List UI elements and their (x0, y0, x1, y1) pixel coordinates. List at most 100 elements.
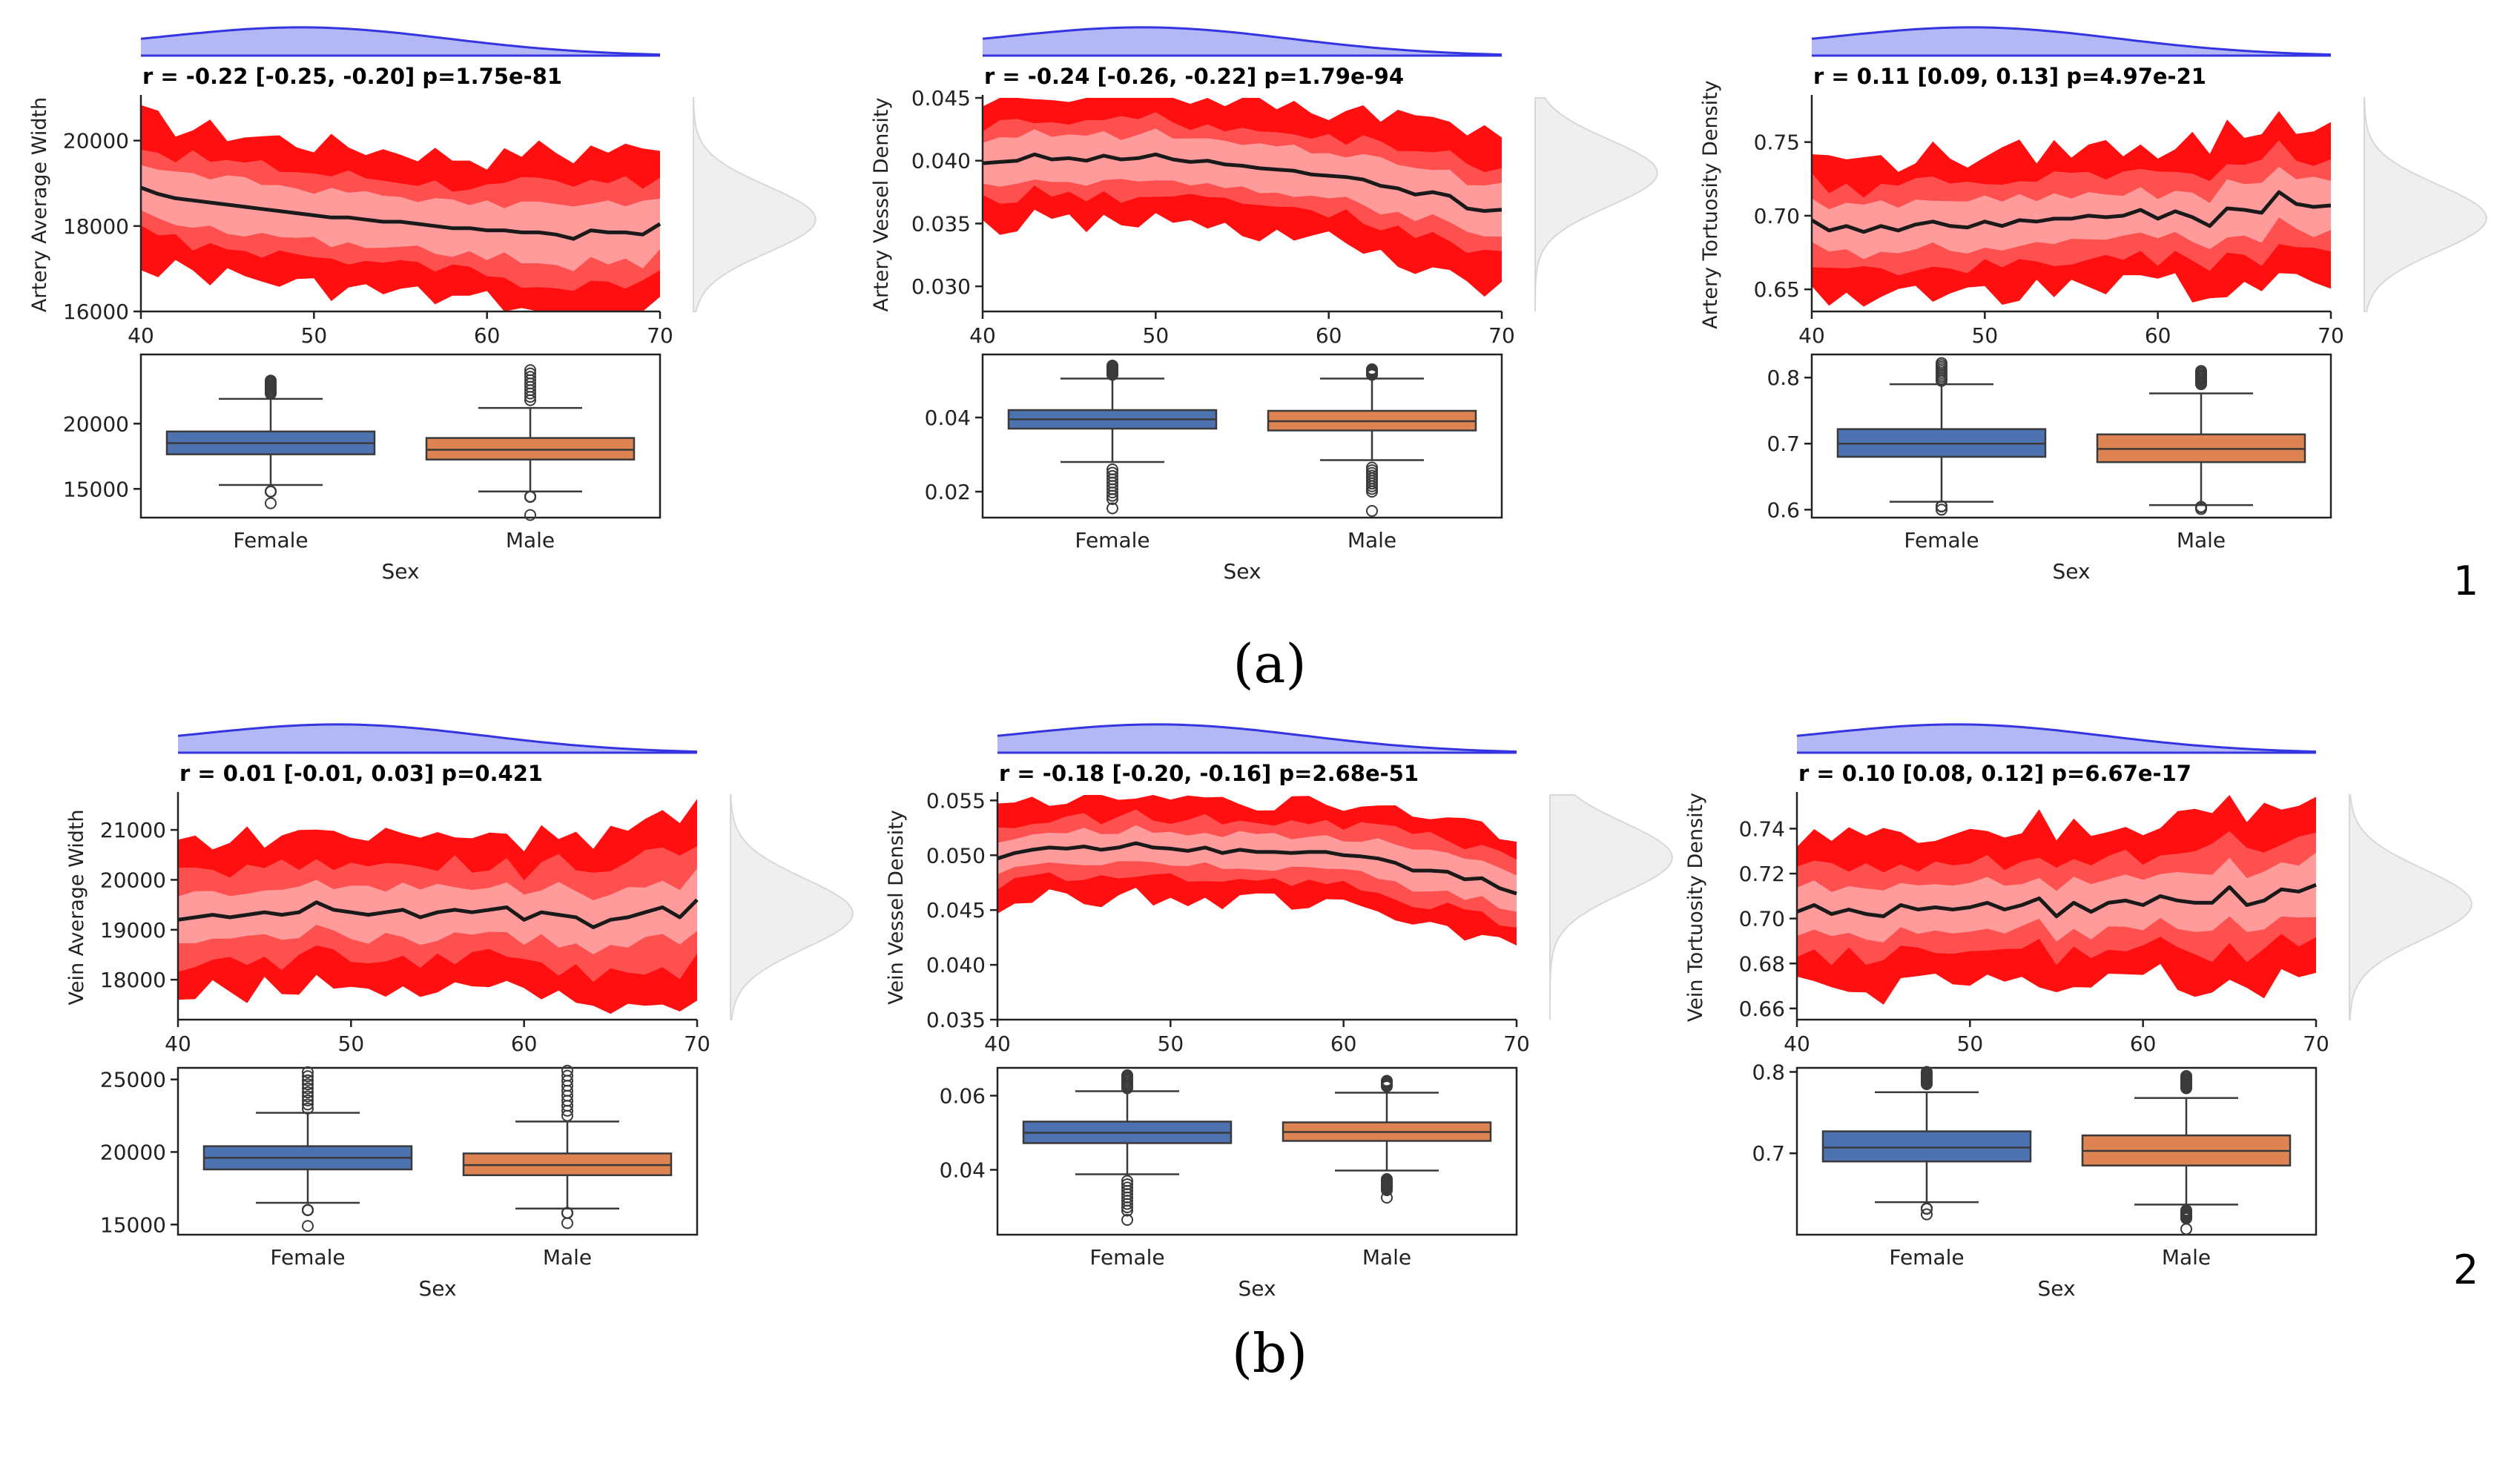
box-male (462, 1064, 673, 1230)
x-tick-label: 70 (1503, 1032, 1530, 1056)
boxplot-frame (1795, 1066, 2318, 1236)
outlier-point (265, 485, 277, 498)
row-number-2: 2 (2453, 1247, 2478, 1293)
outlier-point (302, 1220, 314, 1232)
top-density-line (1811, 26, 2332, 56)
outlier-point (302, 1066, 314, 1078)
chart-title: r = 0.11 [0.09, 0.13] p=4.97e-21 (1813, 64, 2206, 89)
outlier-point (1106, 502, 1118, 515)
top-density-line (140, 26, 661, 56)
chart-panel: r = -0.22 [-0.25, -0.20] p=1.75e-81 40 50 6… (28, 26, 817, 584)
chart-panel: r = -0.18 [-0.20, -0.16] p=2.68e-51 40 50 6… (885, 723, 1674, 1301)
x-tick-label: 40 (1784, 1032, 1810, 1056)
x-tick-label: 50 (1957, 1032, 1984, 1056)
chart-panel: r = 0.10 [0.08, 0.12] p=6.67e-17 40 50 60 70… (1684, 723, 2473, 1301)
outlier-point (265, 497, 277, 509)
band-outer (1812, 166, 2331, 260)
boxplot-frame (139, 353, 662, 519)
side-density (1534, 97, 1658, 311)
outlier-point (524, 371, 536, 383)
y-tick-label: 0.66 (1739, 997, 1785, 1021)
box-male (425, 364, 636, 521)
median-line (1810, 190, 2332, 234)
x-tick-label: 50 (1972, 323, 1999, 348)
outlier-point (302, 1204, 314, 1216)
x-tick-label: 60 (1330, 1032, 1357, 1056)
median-line (982, 152, 1503, 213)
outlier-point (561, 1064, 573, 1077)
box-female (1836, 357, 2047, 516)
y-tick-label: 0.035 (911, 211, 971, 236)
box-female (1022, 1069, 1233, 1226)
y-tick-label: 18000 (63, 214, 129, 239)
chart-panel: r = -0.24 [-0.26, -0.22] p=1.79e-94 40 50 6… (870, 26, 1658, 584)
y-tick-label: 0.65 (1754, 277, 1800, 302)
y-axis-label: Vein Vessel Density (885, 810, 908, 1005)
side-density (2349, 794, 2473, 1020)
median-line (177, 898, 699, 929)
x-tick-label: 50 (1143, 323, 1170, 348)
outlier-point (2180, 1204, 2192, 1217)
box-category-label: Female (233, 528, 308, 552)
box-y-tick-label: 15000 (63, 477, 129, 501)
x-tick-label: 70 (2318, 323, 2344, 348)
box-y-tick-label: 0.8 (1752, 1060, 1785, 1084)
x-tick-label: 40 (1798, 323, 1825, 348)
box-female (1821, 1066, 2032, 1221)
box-category-label: Male (1362, 1245, 1411, 1270)
chart-title: r = -0.22 [-0.25, -0.20] p=1.75e-81 (142, 64, 562, 89)
box-y-tick-label: 0.02 (925, 480, 971, 504)
box-category-label: Female (270, 1245, 345, 1270)
outlier-point (1936, 500, 1947, 512)
box-x-axis-label: Sex (1238, 1276, 1276, 1301)
x-tick-label: 40 (969, 323, 996, 348)
side-density (2364, 97, 2488, 312)
outlier-point (1121, 1181, 1133, 1194)
outlier-point (1921, 1066, 1933, 1078)
x-tick-label: 70 (647, 323, 673, 348)
x-tick-label: 60 (2130, 1032, 2157, 1056)
outlier-point (1121, 1178, 1133, 1190)
outlier-point (1366, 505, 1378, 517)
y-axis-label: Artery Tortuosity Density (1699, 80, 1722, 329)
box-male (2081, 1069, 2292, 1235)
outlier-point (1921, 1202, 1933, 1215)
row-number-1: 1 (2453, 558, 2478, 604)
top-density-line (1796, 723, 2317, 753)
median-line (140, 185, 662, 241)
y-tick-label: 0.040 (926, 953, 986, 977)
y-tick-label: 0.68 (1739, 951, 1785, 976)
x-tick-label: 40 (128, 323, 154, 348)
y-tick-label: 0.74 (1739, 816, 1785, 841)
box-category-label: Female (1075, 528, 1149, 552)
box-iqr (425, 437, 636, 461)
outlier-point (1381, 1173, 1393, 1185)
y-axis-label: Artery Vessel Density (870, 98, 893, 312)
outlier-point (1921, 1208, 1933, 1221)
box-category-label: Male (506, 528, 555, 552)
median-line (997, 841, 1517, 896)
y-tick-label: 18000 (100, 968, 166, 992)
outlier-point (265, 374, 277, 387)
outlier-point (1366, 363, 1378, 375)
side-density (693, 97, 817, 312)
y-axis-label: Vein Average Width (65, 809, 88, 1005)
y-tick-label: 20000 (100, 868, 166, 892)
outlier-point (302, 1086, 314, 1099)
top-density-line (177, 723, 698, 753)
y-tick-label: 0.055 (926, 788, 986, 813)
x-tick-label: 60 (2145, 323, 2171, 348)
box-category-label: Female (1889, 1245, 1964, 1270)
box-x-axis-label: Sex (418, 1276, 456, 1301)
box-y-tick-label: 0.7 (1767, 432, 1800, 456)
chart-panel: r = 0.11 [0.09, 0.13] p=4.97e-21 40 50 60 70… (1699, 26, 2488, 584)
outlier-point (524, 509, 536, 521)
x-tick-label: 70 (684, 1032, 710, 1056)
box-iqr (1821, 1130, 2032, 1163)
box-y-tick-label: 0.7 (1752, 1141, 1785, 1166)
y-tick-label: 0.035 (926, 1008, 986, 1032)
y-axis-label: Vein Tortuosity Density (1684, 793, 1707, 1022)
outlier-point (1106, 466, 1118, 479)
outlier-point (1121, 1175, 1133, 1187)
box-male (1267, 363, 1477, 517)
